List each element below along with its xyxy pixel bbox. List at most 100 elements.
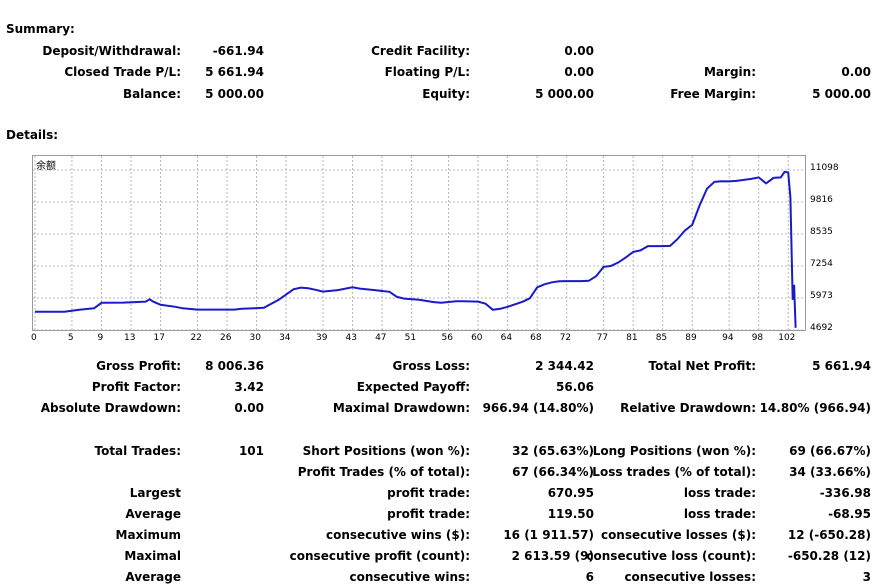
trade-label: Maximum: [115, 528, 181, 542]
x-tick-label: 98: [751, 333, 764, 343]
summary-value: 5 661.94: [205, 65, 264, 79]
summary-label: Free Margin:: [670, 87, 756, 101]
stat-label: Gross Profit:: [96, 359, 181, 373]
summary-label: Margin:: [703, 65, 756, 79]
x-tick-label: 34: [279, 333, 291, 343]
trade-label: consecutive losses ($):: [600, 528, 756, 542]
x-tick-label: 26: [220, 333, 232, 343]
y-tick-label: 7254: [810, 259, 833, 269]
x-tick-label: 89: [685, 333, 697, 343]
stat-value: 966.94 (14.80%): [482, 401, 594, 415]
summary-value: 0.00: [564, 65, 594, 79]
trade-label: Average: [125, 507, 181, 521]
stat-label: Expected Payoff:: [356, 380, 470, 394]
y-tick-label: 4692: [810, 323, 833, 333]
x-tick-label: 56: [441, 333, 453, 343]
stat-value: 0.00: [234, 401, 264, 415]
trade-value: 69 (66.67%): [789, 444, 871, 458]
trade-label: Loss trades (% of total):: [592, 465, 756, 479]
x-tick-label: 22: [190, 333, 202, 343]
balance-line: [35, 170, 797, 328]
x-tick-label: 64: [500, 333, 513, 343]
trade-label: consecutive wins ($):: [325, 528, 470, 542]
trade-label: consecutive losses:: [624, 570, 756, 584]
trade-value: 2 613.59 (9): [511, 549, 594, 563]
stat-label: Total Net Profit:: [648, 359, 756, 373]
x-tick-label: 81: [626, 333, 638, 343]
summary-value: 0.00: [564, 44, 594, 58]
y-tick-label: 9816: [810, 195, 833, 206]
trade-value: 101: [238, 444, 264, 458]
summary-label: Floating P/L:: [384, 65, 470, 79]
trade-value: 67 (66.34%): [512, 465, 594, 479]
x-tick-label: 51: [404, 333, 417, 343]
summary-value: -661.94: [212, 44, 264, 58]
trade-value: 32 (65.63%): [512, 444, 594, 458]
stat-label: Maximal Drawdown:: [332, 401, 470, 415]
trade-value: 3: [862, 570, 871, 584]
x-tick-label: 17: [153, 333, 165, 343]
x-tick-label: 30: [249, 333, 261, 343]
chart-title: 余额: [36, 161, 56, 172]
summary-value: 0.00: [841, 65, 871, 79]
stat-label: Relative Drawdown:: [620, 401, 756, 415]
trade-label: profit trade:: [387, 507, 470, 521]
summary-label: Credit Facility:: [371, 44, 470, 58]
trade-label: loss trade:: [683, 507, 756, 521]
trade-value: -650.28 (12): [787, 549, 871, 563]
balance-chart: 余额: [32, 155, 806, 331]
x-tick-label: 9: [97, 333, 104, 343]
summary-heading: Summary:: [6, 22, 75, 36]
trade-label: Average: [125, 570, 181, 584]
trade-value: 119.50: [547, 507, 594, 521]
trade-label: Maximal: [124, 549, 181, 563]
trade-label: profit trade:: [387, 486, 470, 500]
stat-value: 2 344.42: [535, 359, 594, 373]
summary-label: Balance:: [122, 87, 181, 101]
trade-label: Profit Trades (% of total):: [297, 465, 470, 479]
x-tick-label: 72: [559, 333, 572, 343]
summary-label: Deposit/Withdrawal:: [42, 44, 181, 58]
trade-value: 6: [585, 570, 594, 584]
stat-value: 14.80% (966.94): [759, 401, 871, 415]
y-tick-label: 8535: [810, 227, 833, 237]
trade-label: Short Positions (won %):: [302, 444, 470, 458]
stat-value: 8 006.36: [205, 359, 264, 373]
summary-label: Closed Trade P/L:: [64, 65, 181, 79]
x-tick-label: 39: [316, 333, 328, 343]
trade-value: -336.98: [819, 486, 871, 500]
x-tick-label: 47: [375, 333, 387, 343]
stat-value: 5 661.94: [812, 359, 871, 373]
trade-value: 670.95: [547, 486, 594, 500]
y-tick-label: 11098: [810, 163, 839, 173]
x-tick-label: 60: [471, 333, 483, 343]
trade-label: consecutive loss (count):: [586, 549, 756, 563]
x-tick-label: 94: [722, 333, 734, 343]
x-tick-label: 77: [596, 333, 609, 343]
summary-label: Equity:: [422, 87, 470, 101]
x-tick-label: 43: [345, 333, 357, 343]
x-tick-label: 0: [31, 333, 37, 343]
details-heading: Details:: [6, 128, 59, 142]
trade-label: loss trade:: [683, 486, 756, 500]
stat-label: Gross Loss:: [392, 359, 470, 373]
trade-label: consecutive wins:: [349, 570, 470, 584]
y-tick-label: 5973: [810, 291, 833, 301]
x-tick-label: 85: [655, 333, 668, 343]
trade-value: -68.95: [828, 507, 871, 521]
summary-value: 5 000.00: [205, 87, 264, 101]
trade-label: Total Trades:: [94, 444, 181, 458]
trade-value: 16 (1 911.57): [503, 528, 594, 542]
stat-value: 56.06: [556, 380, 594, 394]
x-tick-label: 68: [530, 333, 542, 343]
x-tick-label: 5: [67, 333, 74, 343]
trade-value: 34 (33.66%): [789, 465, 871, 479]
trade-label: Largest: [129, 486, 181, 500]
trade-label: consecutive profit (count):: [289, 549, 470, 563]
summary-value: 5 000.00: [535, 87, 594, 101]
summary-value: 5 000.00: [812, 87, 871, 101]
balance-chart-svg: [33, 156, 805, 330]
trade-label: Long Positions (won %):: [592, 444, 756, 458]
stat-label: Absolute Drawdown:: [40, 401, 181, 415]
x-tick-label: 13: [124, 333, 136, 343]
